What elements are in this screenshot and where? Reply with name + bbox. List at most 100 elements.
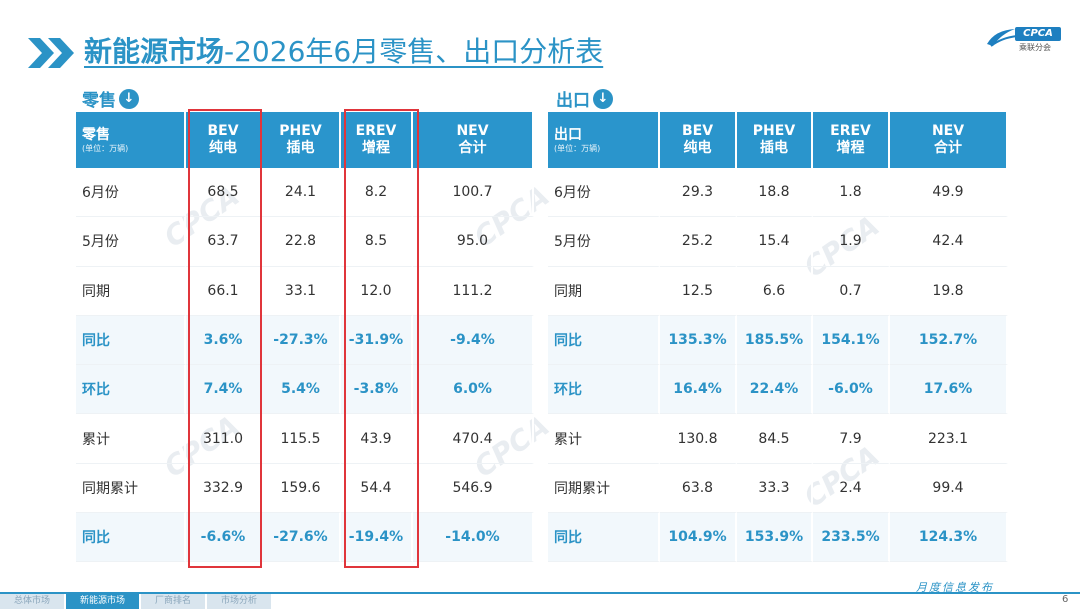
export-table-cell: 233.5%: [813, 513, 890, 563]
export-row-label: 同比: [548, 513, 660, 563]
page-title: 新能源市场-2026年6月零售、出口分析表: [84, 30, 603, 70]
retail-row-label: 5月份: [76, 217, 186, 267]
retail-row-label: 同期: [76, 266, 186, 316]
retail-column-header-erev: EREV 增程: [341, 112, 413, 168]
column-header-cn: 合计: [934, 140, 962, 156]
export-table-cell: 16.4%: [660, 365, 737, 415]
logo-text: CPCA: [1015, 27, 1061, 41]
export-table-cell: 154.1%: [813, 315, 890, 366]
retail-table-cell: -6.6%: [186, 513, 262, 563]
column-header-cn: 插电: [760, 140, 788, 156]
retail-table-cell: 8.2: [341, 168, 413, 218]
column-header-en: EREV: [830, 123, 871, 139]
export-table-cell: 63.8: [660, 463, 737, 514]
column-header-en: NEV: [931, 123, 965, 139]
export-table-cell: 135.3%: [660, 315, 737, 366]
retail-table-cell: 470.4: [413, 414, 534, 464]
export-table-cell: 124.3%: [890, 513, 1008, 563]
footer-tab-1[interactable]: 新能源市场: [66, 594, 140, 609]
export-column-header-phev: PHEV 插电: [737, 112, 813, 168]
retail-table-cell: 43.9: [341, 414, 413, 464]
retail-table-cell: 111.2: [413, 266, 534, 316]
retail-table-cell: 54.4: [341, 463, 413, 514]
footer-tab-0[interactable]: 总体市场: [0, 594, 65, 609]
export-table-cell: 185.5%: [737, 315, 813, 366]
retail-row-label: 6月份: [76, 168, 186, 218]
retail-table-cell: -3.8%: [341, 365, 413, 415]
footer-divider: [0, 592, 1080, 594]
retail-table-cell: 115.5: [262, 414, 341, 464]
export-table-cell: 153.9%: [737, 513, 813, 563]
retail-row-label: 同期累计: [76, 463, 186, 514]
export-row-label: 同期累计: [548, 463, 660, 514]
double-chevron-right-icon: [28, 38, 74, 68]
retail-table-cell: 6.0%: [413, 365, 534, 415]
export-table-cell: 1.8: [813, 168, 890, 218]
footer-tabs: 总体市场 新能源市场 厂商排名 市场分析: [0, 594, 273, 609]
export-table-cell: 99.4: [890, 463, 1008, 514]
column-header-cn: 合计: [458, 140, 487, 156]
export-table-cell: 6.6: [737, 266, 813, 316]
page-number: 6: [1062, 594, 1069, 605]
retail-table-cell: 33.1: [262, 266, 341, 316]
retail-row-label: 同比: [76, 513, 186, 563]
retail-row-label: 环比: [76, 365, 186, 415]
export-table-cell: 7.9: [813, 414, 890, 464]
export-table-cell: 84.5: [737, 414, 813, 464]
retail-column-header-bev: BEV 纯电: [186, 112, 262, 168]
export-table-cell: 49.9: [890, 168, 1008, 218]
column-header-en: PHEV: [752, 123, 796, 139]
retail-table-cell: 5.4%: [262, 365, 341, 415]
export-row-label: 同比: [548, 315, 660, 366]
retail-table-cell: -27.6%: [262, 513, 341, 563]
export-table-cell: 0.7: [813, 266, 890, 316]
export-column-header-erev: EREV 增程: [813, 112, 890, 168]
export-table-cell: 29.3: [660, 168, 737, 218]
export-table-cell: 22.4%: [737, 365, 813, 415]
retail-corner-title: 零售: [82, 126, 110, 143]
retail-table-cell: 546.9: [413, 463, 534, 514]
export-table-cell: 25.2: [660, 217, 737, 267]
footer-tab-3[interactable]: 市场分析: [207, 594, 272, 609]
title-rest: -2026年6月零售、出口分析表: [224, 35, 604, 68]
column-header-cn: 插电: [286, 140, 315, 156]
retail-table-cell: -9.4%: [413, 315, 534, 366]
retail-table-cell: 95.0: [413, 217, 534, 267]
column-header-cn: 增程: [836, 140, 865, 156]
circle-down-arrow-icon: ↓: [119, 88, 139, 109]
column-header-cn: 增程: [362, 140, 390, 156]
retail-label-text: 零售: [82, 91, 116, 111]
retail-row-label: 累计: [76, 414, 186, 464]
retail-column-header-phev: PHEV 插电: [262, 112, 341, 168]
export-corner-header: 出口 (单位：万辆): [548, 112, 660, 168]
export-table-cell: 130.8: [660, 414, 737, 464]
retail-table: 零售 (单位：万辆) BEV 纯电 PHEV 插电 EREV 增程 NEV 合计 6月份 68.5 24…: [76, 112, 534, 563]
export-table-cell: 33.3: [737, 463, 813, 514]
logo-subtext: 乘联分会: [1019, 43, 1051, 52]
export-column-header-bev: BEV 纯电: [660, 112, 737, 168]
column-header-en: BEV: [207, 123, 239, 139]
retail-table-cell: 24.1: [262, 168, 341, 218]
footer-tab-2[interactable]: 厂商排名: [141, 594, 206, 609]
export-table-cell: 2.4: [813, 463, 890, 514]
export-table-cell: 152.7%: [890, 315, 1008, 366]
retail-column-header-nev: NEV 合计: [413, 112, 534, 168]
retail-table-cell: -27.3%: [262, 315, 341, 366]
column-header-en: EREV: [355, 123, 397, 139]
cpca-logo: CPCA 乘联分会: [985, 24, 1065, 52]
retail-table-cell: 159.6: [262, 463, 341, 514]
circle-down-arrow-icon: ↓: [593, 88, 613, 109]
export-table-cell: -6.0%: [813, 365, 890, 415]
export-column-header-nev: NEV 合计: [890, 112, 1008, 168]
page-header: 新能源市场-2026年6月零售、出口分析表 CPCA 乘联分会: [0, 0, 1080, 80]
footer-publish-text: 月度信息发布: [916, 581, 994, 594]
retail-unit-note: (单位：万辆): [82, 143, 129, 153]
export-table: 出口 (单位：万辆) BEV 纯电 PHEV 插电 EREV 增程 NEV 合计 6月份 29.3 18…: [548, 112, 1008, 563]
export-row-label: 5月份: [548, 217, 660, 267]
bev-column-highlight-box: [188, 109, 262, 568]
column-header-cn: 纯电: [683, 140, 712, 156]
export-corner-title: 出口: [554, 126, 582, 143]
export-table-cell: 19.8: [890, 266, 1008, 316]
export-table-cell: 12.5: [660, 266, 737, 316]
export-table-cell: 17.6%: [890, 365, 1008, 415]
